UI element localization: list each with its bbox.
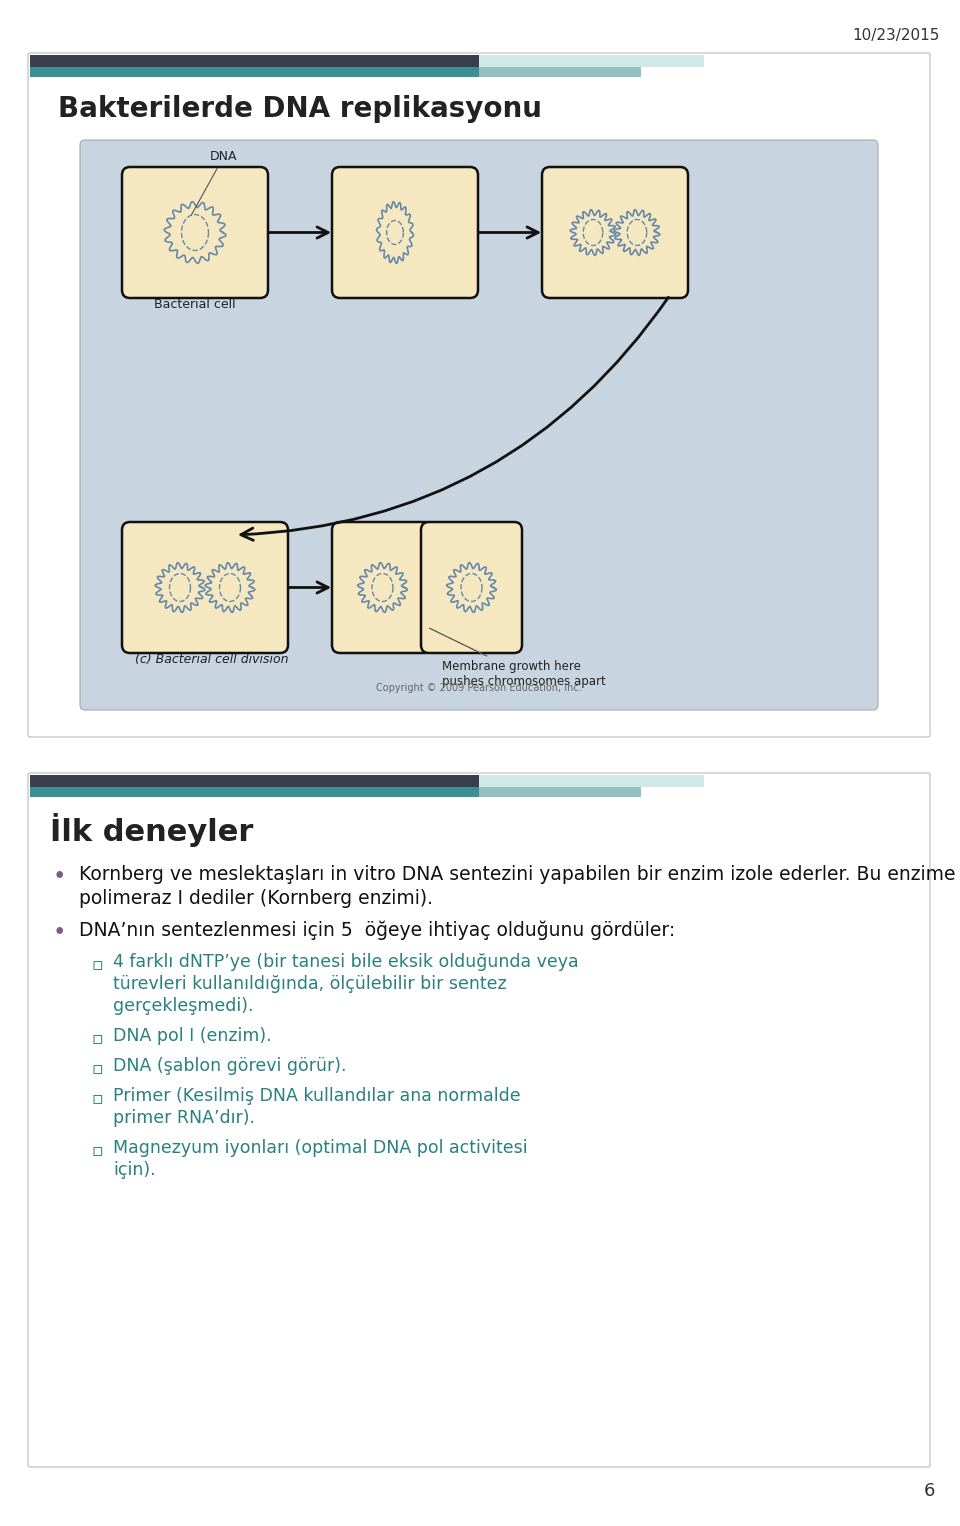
Text: •: • xyxy=(53,865,66,888)
Bar xyxy=(30,787,568,797)
Bar xyxy=(30,775,568,797)
Bar xyxy=(30,67,568,76)
Text: türevleri kullanıldığında, ölçülebilir bir sentez: türevleri kullanıldığında, ölçülebilir b… xyxy=(113,975,507,993)
Text: Primer (Kesilmiş DNA kullandılar ana normalde: Primer (Kesilmiş DNA kullandılar ana nor… xyxy=(113,1087,520,1105)
Text: 10/23/2015: 10/23/2015 xyxy=(852,27,940,43)
Text: DNA (şablon görevi görür).: DNA (şablon görevi görür). xyxy=(113,1058,347,1074)
Text: ▫: ▫ xyxy=(91,1061,103,1077)
FancyBboxPatch shape xyxy=(80,140,878,710)
Bar xyxy=(30,55,568,76)
Text: ▫: ▫ xyxy=(91,1090,103,1108)
Text: ▫: ▫ xyxy=(91,955,103,974)
Text: DNA: DNA xyxy=(191,150,237,215)
FancyBboxPatch shape xyxy=(28,774,930,1466)
Text: Membrane growth here
pushes chromosomes apart: Membrane growth here pushes chromosomes … xyxy=(429,629,606,688)
FancyBboxPatch shape xyxy=(332,166,478,298)
Bar xyxy=(479,787,640,797)
FancyBboxPatch shape xyxy=(122,522,288,653)
FancyBboxPatch shape xyxy=(421,522,522,653)
FancyBboxPatch shape xyxy=(28,53,930,737)
Text: Bakterilerde DNA replikasyonu: Bakterilerde DNA replikasyonu xyxy=(58,95,542,124)
Text: Magnezyum iyonları (optimal DNA pol activitesi: Magnezyum iyonları (optimal DNA pol acti… xyxy=(113,1138,528,1157)
Text: DNA pol I (enzim).: DNA pol I (enzim). xyxy=(113,1027,272,1045)
Text: ▫: ▫ xyxy=(91,1141,103,1160)
Text: için).: için). xyxy=(113,1161,156,1180)
Text: Kornberg ve meslektaşları in vitro DNA sentezini yapabilen bir enzim izole ederl: Kornberg ve meslektaşları in vitro DNA s… xyxy=(79,865,960,884)
Text: Copyright © 2009 Pearson Education, Inc.: Copyright © 2009 Pearson Education, Inc. xyxy=(376,684,582,693)
FancyBboxPatch shape xyxy=(332,522,433,653)
Bar xyxy=(479,55,704,67)
Text: 6: 6 xyxy=(924,1482,935,1500)
Text: gerçekleşmedi).: gerçekleşmedi). xyxy=(113,996,253,1015)
Text: •: • xyxy=(53,922,66,945)
Text: 4 farklı dNTP’ye (bir tanesi bile eksik olduğunda veya: 4 farklı dNTP’ye (bir tanesi bile eksik … xyxy=(113,954,579,971)
Bar xyxy=(479,775,704,787)
Text: primer RNA’dır).: primer RNA’dır). xyxy=(113,1109,255,1128)
Text: ▫: ▫ xyxy=(91,1030,103,1048)
Text: polimeraz I dediler (Kornberg enzimi).: polimeraz I dediler (Kornberg enzimi). xyxy=(79,890,433,908)
Bar xyxy=(479,67,640,76)
FancyBboxPatch shape xyxy=(122,166,268,298)
FancyBboxPatch shape xyxy=(542,166,688,298)
Text: İlk deneyler: İlk deneyler xyxy=(50,813,253,847)
Text: (c) Bacterial cell division: (c) Bacterial cell division xyxy=(135,653,289,665)
Text: Bacterial cell: Bacterial cell xyxy=(155,298,236,311)
Text: DNA’nın sentezlenmesi için 5  öğeye ihtiyaç olduğunu gördüler:: DNA’nın sentezlenmesi için 5 öğeye ihtiy… xyxy=(79,922,675,940)
